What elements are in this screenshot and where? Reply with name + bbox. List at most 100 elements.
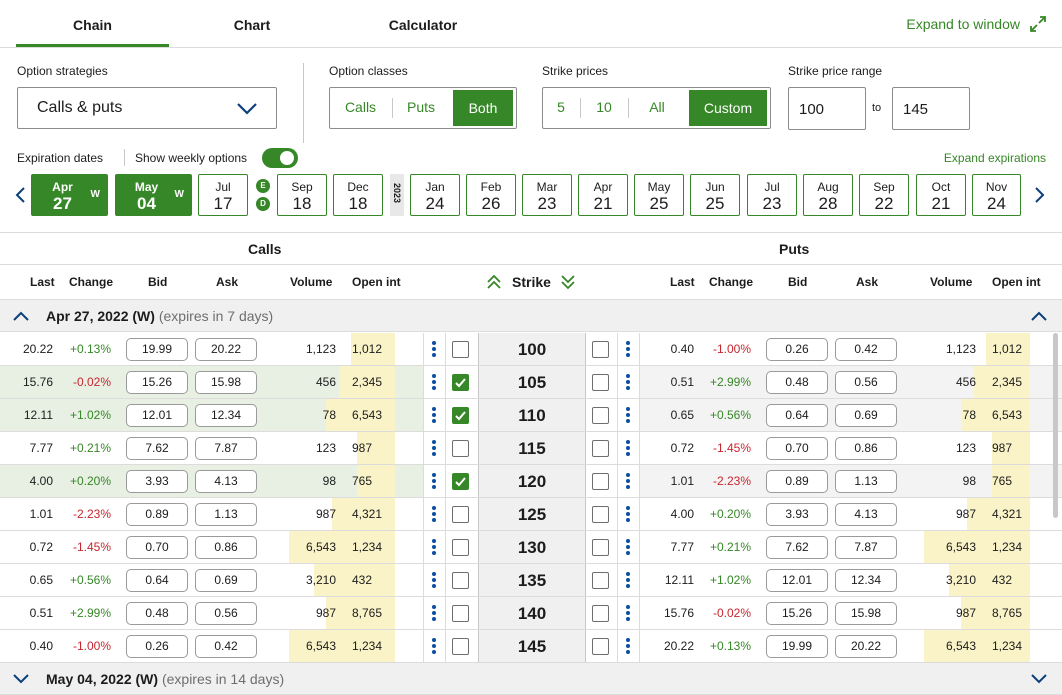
option-strategies-select[interactable]: Calls & puts	[17, 87, 277, 129]
call-select-checkbox[interactable]	[452, 440, 469, 457]
strike-prices-5[interactable]: 5	[557, 99, 565, 115]
put-more-icon[interactable]	[626, 341, 630, 359]
weekly-options-toggle[interactable]	[262, 148, 298, 168]
tab-chain[interactable]: Chain	[73, 17, 112, 33]
call-bid[interactable]: 3.93	[126, 470, 188, 493]
option-class-both[interactable]: Both	[453, 90, 513, 126]
call-bid[interactable]: 19.99	[126, 338, 188, 361]
expiration-date-chip[interactable]: May 04 W	[115, 174, 192, 216]
put-ask[interactable]: 0.56	[835, 371, 897, 394]
put-select-checkbox[interactable]	[592, 407, 609, 424]
call-select-checkbox[interactable]	[452, 572, 469, 589]
put-bid[interactable]: 7.62	[766, 536, 828, 559]
call-ask[interactable]: 15.98	[195, 371, 257, 394]
strike-prices-10[interactable]: 10	[596, 99, 612, 115]
put-bid[interactable]: 0.89	[766, 470, 828, 493]
expand-to-window-link[interactable]: Expand to window	[906, 16, 1020, 32]
put-ask[interactable]: 0.86	[835, 437, 897, 460]
put-select-checkbox[interactable]	[592, 374, 609, 391]
put-more-icon[interactable]	[626, 506, 630, 524]
call-ask[interactable]: 4.13	[195, 470, 257, 493]
put-ask[interactable]: 7.87	[835, 536, 897, 559]
call-select-checkbox[interactable]	[452, 605, 469, 622]
call-select-checkbox[interactable]	[452, 638, 469, 655]
puts-change-header[interactable]: Change	[709, 275, 754, 289]
strike-range-to-input[interactable]: 145	[892, 87, 970, 130]
call-more-icon[interactable]	[432, 605, 436, 623]
expiration-date-chip[interactable]: Jan 24	[410, 174, 460, 216]
put-select-checkbox[interactable]	[592, 440, 609, 457]
put-bid[interactable]: 19.99	[766, 635, 828, 658]
call-bid[interactable]: 12.01	[126, 404, 188, 427]
put-select-checkbox[interactable]	[592, 506, 609, 523]
puts-last-header[interactable]: Last	[670, 275, 695, 289]
expiration-date-chip[interactable]: Aug 28	[803, 174, 853, 216]
put-ask[interactable]: 0.42	[835, 338, 897, 361]
option-class-puts[interactable]: Puts	[406, 99, 435, 115]
put-bid[interactable]: 0.64	[766, 404, 828, 427]
expiration-date-chip[interactable]: Oct 21	[916, 174, 966, 216]
expiration-date-chip[interactable]: Nov 24	[972, 174, 1021, 216]
calls-last-header[interactable]: Last	[30, 275, 55, 289]
expiration-date-chip[interactable]: May 25	[634, 174, 684, 216]
call-more-icon[interactable]	[432, 407, 436, 425]
put-select-checkbox[interactable]	[592, 572, 609, 589]
call-ask[interactable]: 20.22	[195, 338, 257, 361]
call-bid[interactable]: 0.89	[126, 503, 188, 526]
call-bid[interactable]: 15.26	[126, 371, 188, 394]
puts-open-int-header[interactable]: Open int	[992, 275, 1041, 289]
scrollbar[interactable]	[1053, 333, 1058, 518]
call-select-checkbox[interactable]	[452, 374, 469, 391]
put-more-icon[interactable]	[626, 473, 630, 491]
calls-open-int-header[interactable]: Open int	[352, 275, 401, 289]
call-select-checkbox[interactable]	[452, 341, 469, 358]
put-ask[interactable]: 12.34	[835, 569, 897, 592]
call-select-checkbox[interactable]	[452, 473, 469, 490]
put-ask[interactable]: 4.13	[835, 503, 897, 526]
put-select-checkbox[interactable]	[592, 605, 609, 622]
expiration-date-chip[interactable]: Sep 22	[859, 174, 909, 216]
put-bid[interactable]: 0.26	[766, 338, 828, 361]
calls-ask-header[interactable]: Ask	[216, 275, 239, 289]
put-bid[interactable]: 0.70	[766, 437, 828, 460]
put-ask[interactable]: 0.69	[835, 404, 897, 427]
strike-prices-custom[interactable]: Custom	[689, 90, 767, 126]
put-more-icon[interactable]	[626, 374, 630, 392]
expiration-date-chip[interactable]: Jun 25	[690, 174, 740, 216]
call-more-icon[interactable]	[432, 572, 436, 590]
call-more-icon[interactable]	[432, 473, 436, 491]
chevron-right-icon[interactable]	[1034, 186, 1046, 204]
put-select-checkbox[interactable]	[592, 341, 609, 358]
puts-volume-header[interactable]: Volume	[930, 275, 973, 289]
call-bid[interactable]: 0.26	[126, 635, 188, 658]
call-more-icon[interactable]	[432, 638, 436, 656]
put-more-icon[interactable]	[626, 407, 630, 425]
call-ask[interactable]: 7.87	[195, 437, 257, 460]
call-ask[interactable]: 1.13	[195, 503, 257, 526]
put-ask[interactable]: 20.22	[835, 635, 897, 658]
put-ask[interactable]: 1.13	[835, 470, 897, 493]
call-ask[interactable]: 12.34	[195, 404, 257, 427]
put-select-checkbox[interactable]	[592, 638, 609, 655]
call-more-icon[interactable]	[432, 341, 436, 359]
call-bid[interactable]: 7.62	[126, 437, 188, 460]
expiration-date-chip[interactable]: Apr 21	[578, 174, 628, 216]
put-more-icon[interactable]	[626, 539, 630, 557]
call-ask[interactable]: 0.86	[195, 536, 257, 559]
strike-range-from-input[interactable]: 100	[788, 87, 866, 130]
put-more-icon[interactable]	[626, 440, 630, 458]
call-bid[interactable]: 0.48	[126, 602, 188, 625]
expiration-section-header[interactable]: Apr 27, 2022 (W) (expires in 7 days)	[0, 300, 1062, 332]
call-more-icon[interactable]	[432, 440, 436, 458]
call-ask[interactable]: 0.69	[195, 569, 257, 592]
call-ask[interactable]: 0.56	[195, 602, 257, 625]
calls-bid-header[interactable]: Bid	[148, 275, 168, 289]
calls-change-header[interactable]: Change	[69, 275, 114, 289]
puts-bid-header[interactable]: Bid	[788, 275, 808, 289]
call-more-icon[interactable]	[432, 374, 436, 392]
put-select-checkbox[interactable]	[592, 539, 609, 556]
expiration-date-chip[interactable]: Feb 26	[466, 174, 516, 216]
expand-expirations-link[interactable]: Expand expirations	[943, 151, 1046, 165]
put-bid[interactable]: 0.48	[766, 371, 828, 394]
call-ask[interactable]: 0.42	[195, 635, 257, 658]
